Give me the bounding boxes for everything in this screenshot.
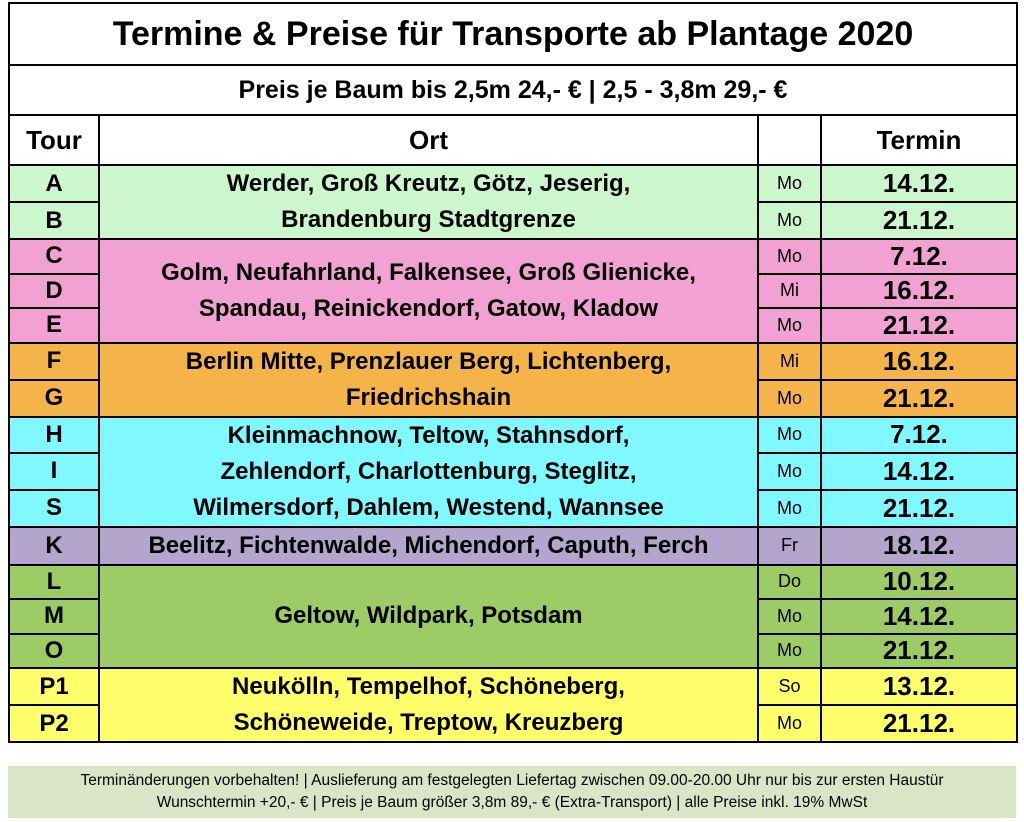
ort: Golm, Neufahrland, Falkensee, Groß Glien… — [98, 238, 759, 344]
tour: A — [8, 164, 100, 203]
tour: L — [8, 563, 100, 600]
footer: Terminänderungen vorbehalten! | Ausliefe… — [8, 766, 1016, 818]
tour: F — [8, 341, 100, 381]
tour: I — [8, 452, 100, 491]
ort: Werder, Groß Kreutz, Götz, Jeserig, Brand… — [98, 164, 759, 240]
day: Mo — [757, 452, 822, 491]
ort-line: Berlin Mitte, Prenzlauer Berg, Lichtenbe… — [185, 347, 672, 375]
schedule-table: Termine & Preise für Transporte ab Plant… — [8, 2, 1018, 743]
date: 18.12. — [820, 525, 1018, 566]
tour: M — [8, 598, 100, 635]
date: 14.12. — [820, 452, 1018, 491]
ort: Berlin Mitte, Prenzlauer Berg, Lichtenbe… — [98, 341, 759, 418]
day: Mo — [757, 164, 822, 203]
day: Mi — [757, 341, 822, 381]
ort-line: Golm, Neufahrland, Falkensee, Groß Glien… — [161, 258, 696, 286]
tour: D — [8, 272, 100, 309]
subtitle: Preis je Baum bis 2,5m 24,- € | 2,5 - 3,… — [8, 64, 1018, 116]
ort-line: Neukölln, Tempelhof, Schöneberg, — [232, 673, 625, 700]
ort-line: Kleinmachnow, Teltow, Stahnsdorf, — [227, 421, 630, 449]
title: Termine & Preise für Transporte ab Plant… — [8, 2, 1018, 66]
header-empty — [757, 114, 822, 166]
day: Mo — [757, 488, 822, 528]
date: 14.12. — [820, 598, 1018, 635]
date: 10.12. — [820, 563, 1018, 600]
date: 21.12. — [820, 632, 1018, 669]
ort-line: Zehlendorf, Charlottenburg, Steglitz, — [220, 457, 637, 485]
tour: C — [8, 238, 100, 275]
tour: P1 — [8, 667, 100, 706]
ort-line: Spandau, Reinickendorf, Gatow, Kladow — [198, 294, 659, 322]
footer-line: Terminänderungen vorbehalten! | Ausliefe… — [80, 772, 944, 789]
day: Mo — [757, 632, 822, 669]
day: Mo — [757, 238, 822, 275]
day: So — [757, 667, 822, 706]
schedule-row: C Golm, Neufahrland, Falkensee, Groß Glie… — [8, 238, 1018, 344]
date: 14.12. — [820, 164, 1018, 203]
day: Do — [757, 563, 822, 600]
tour: K — [8, 525, 100, 566]
ort-line: Werder, Groß Kreutz, Götz, Jeserig, — [226, 170, 631, 197]
schedule-row: F Berlin Mitte, Prenzlauer Berg, Lichtenb… — [8, 341, 1018, 418]
ort-line: Wilmersdorf, Dahlem, Westend, Wannsee — [193, 493, 664, 521]
date: 16.12. — [820, 272, 1018, 309]
date: 7.12. — [820, 238, 1018, 275]
tour: O — [8, 632, 100, 669]
date: 7.12. — [820, 415, 1018, 455]
ort-line: Friedrichshain — [345, 383, 512, 411]
day: Mo — [757, 307, 822, 344]
date: 16.12. — [820, 341, 1018, 381]
ort-line: Brandenburg Stadtgrenze — [281, 206, 576, 233]
date: 21.12. — [820, 704, 1018, 743]
day: Mo — [757, 704, 822, 743]
header-termin: Termin — [820, 114, 1018, 166]
ort-line: Geltow, Wildpark, Potsdam — [274, 602, 583, 630]
schedule-row: H Kleinmachnow, Teltow, Stahnsdorf, Zehlen… — [8, 415, 1018, 528]
ort: Neukölln, Tempelhof, Schöneberg, Schönewe… — [98, 667, 759, 743]
day: Mo — [757, 378, 822, 418]
ort: Geltow, Wildpark, Potsdam — [98, 563, 759, 669]
tour: E — [8, 307, 100, 344]
header-ort: Ort — [98, 114, 759, 166]
tour: B — [8, 201, 100, 240]
schedule-row: P1 Neukölln, Tempelhof, Schöneberg, Schöne… — [8, 667, 1018, 743]
day: Mo — [757, 201, 822, 240]
schedule-row: L Geltow, Wildpark, Potsdam Do 10.12. — [8, 563, 1018, 669]
tour: S — [8, 488, 100, 528]
header-tour: Tour — [8, 114, 100, 166]
footer-line: Wunschtermin +20,- € | Preis je Baum grö… — [156, 794, 868, 811]
ort-line: Schöneweide, Treptow, Kreuzberg — [233, 709, 624, 736]
date: 21.12. — [820, 378, 1018, 418]
date: 13.12. — [820, 667, 1018, 706]
schedule-row: K Beelitz, Fichtenwalde, Michendorf, Capu… — [8, 525, 1018, 566]
day: Mo — [757, 598, 822, 635]
date: 21.12. — [820, 488, 1018, 528]
day: Mi — [757, 272, 822, 309]
ort: Beelitz, Fichtenwalde, Michendorf, Caput… — [98, 525, 759, 566]
day: Fr — [757, 525, 822, 566]
tour: P2 — [8, 704, 100, 743]
tour: G — [8, 378, 100, 418]
tour: H — [8, 415, 100, 455]
date: 21.12. — [820, 201, 1018, 240]
date: 21.12. — [820, 307, 1018, 344]
ort-line: Beelitz, Fichtenwalde, Michendorf, Caput… — [148, 531, 709, 559]
ort: Kleinmachnow, Teltow, Stahnsdorf, Zehlend… — [98, 415, 759, 528]
day: Mo — [757, 415, 822, 455]
schedule-row: A Werder, Groß Kreutz, Götz, Jeserig, Bran… — [8, 164, 1018, 240]
